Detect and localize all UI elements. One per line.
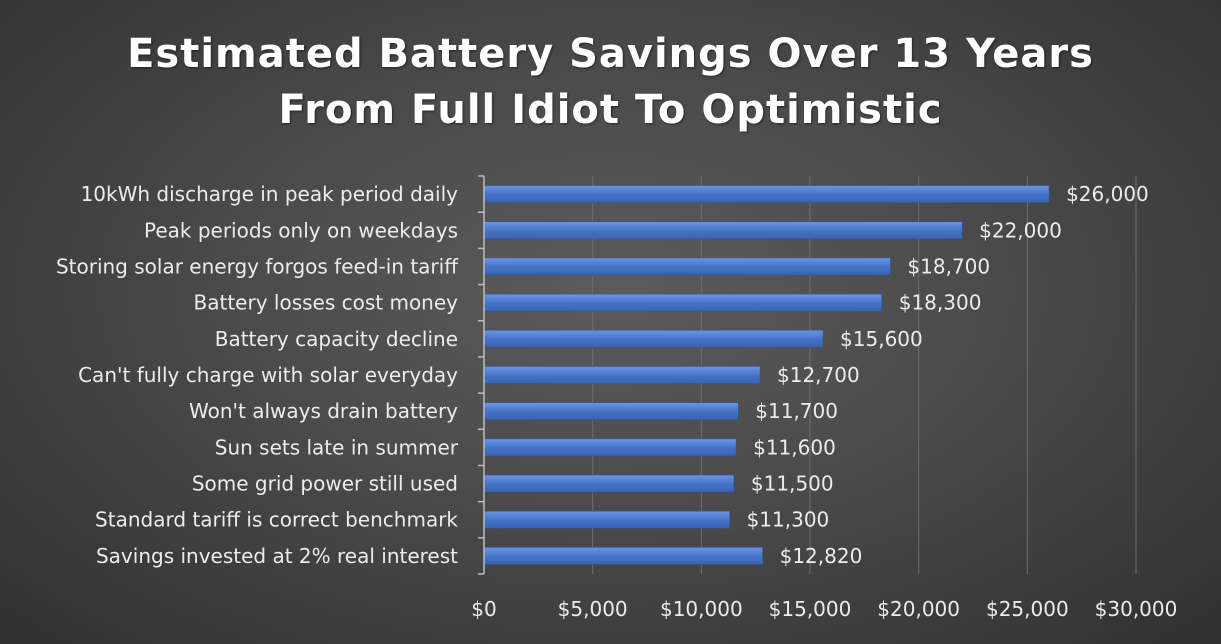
category-label: Won't always drain battery xyxy=(189,399,458,423)
category-labels: 10kWh discharge in peak period daily Peak… xyxy=(56,182,459,568)
data-label: $12,700 xyxy=(777,363,860,387)
bar xyxy=(483,366,761,384)
category-label: Some grid power still used xyxy=(192,472,458,496)
x-tick-label: $20,000 xyxy=(877,597,960,621)
x-tick-label: $10,000 xyxy=(660,597,743,621)
category-label: Savings invested at 2% real interest xyxy=(96,544,458,568)
x-tick-label: $25,000 xyxy=(986,597,1069,621)
data-label: $18,700 xyxy=(907,254,990,278)
bar xyxy=(483,510,730,529)
category-label: Standard tariff is correct benchmark xyxy=(95,508,458,532)
data-label: $22,000 xyxy=(979,218,1062,242)
bar xyxy=(483,221,963,240)
chart-title: Estimated Battery Savings Over 13 Years … xyxy=(0,26,1221,138)
x-tick-label: $15,000 xyxy=(769,597,852,621)
bar xyxy=(483,293,882,312)
bar xyxy=(483,185,1050,203)
category-label: Battery capacity decline xyxy=(215,327,458,351)
category-label: Storing solar energy forgos feed-in tari… xyxy=(56,254,459,278)
bar xyxy=(483,402,739,420)
data-label: $11,600 xyxy=(753,435,836,459)
category-label: Can't fully charge with solar everyday xyxy=(78,363,458,387)
chart-title-line-1: Estimated Battery Savings Over 13 Years xyxy=(127,31,1094,77)
x-tick-label: $5,000 xyxy=(558,597,628,621)
data-label: $18,300 xyxy=(899,291,982,315)
data-label: $12,820 xyxy=(780,544,863,568)
category-axis xyxy=(478,175,485,575)
data-label: $15,600 xyxy=(840,327,923,351)
bar xyxy=(483,330,824,348)
data-label: $11,700 xyxy=(755,399,838,423)
category-label: 10kWh discharge in peak period daily xyxy=(81,182,459,206)
bar xyxy=(483,547,763,565)
data-labels: $26,000$22,000 $18,700 $18,300 $15,600 $12,7… xyxy=(747,182,1149,568)
category-label: Sun sets late in summer xyxy=(215,435,459,459)
category-label: Peak periods only on weekdays xyxy=(144,218,458,242)
x-tick-label: $30,000 xyxy=(1095,597,1178,621)
data-label: $11,300 xyxy=(747,508,830,532)
bar xyxy=(483,438,737,457)
category-label: Battery losses cost money xyxy=(194,291,459,315)
data-label: $26,000 xyxy=(1066,182,1149,206)
bar xyxy=(483,257,891,276)
bar xyxy=(483,474,735,493)
x-tick-label: $0 xyxy=(471,597,496,621)
data-label: $11,500 xyxy=(751,472,834,496)
x-tick-labels: $0 $5,000 $10,000 $15,000 $20,000 $25,000 $30,… xyxy=(471,597,1177,621)
chart-subtitle: From Full Idiot To Optimistic xyxy=(278,87,943,133)
